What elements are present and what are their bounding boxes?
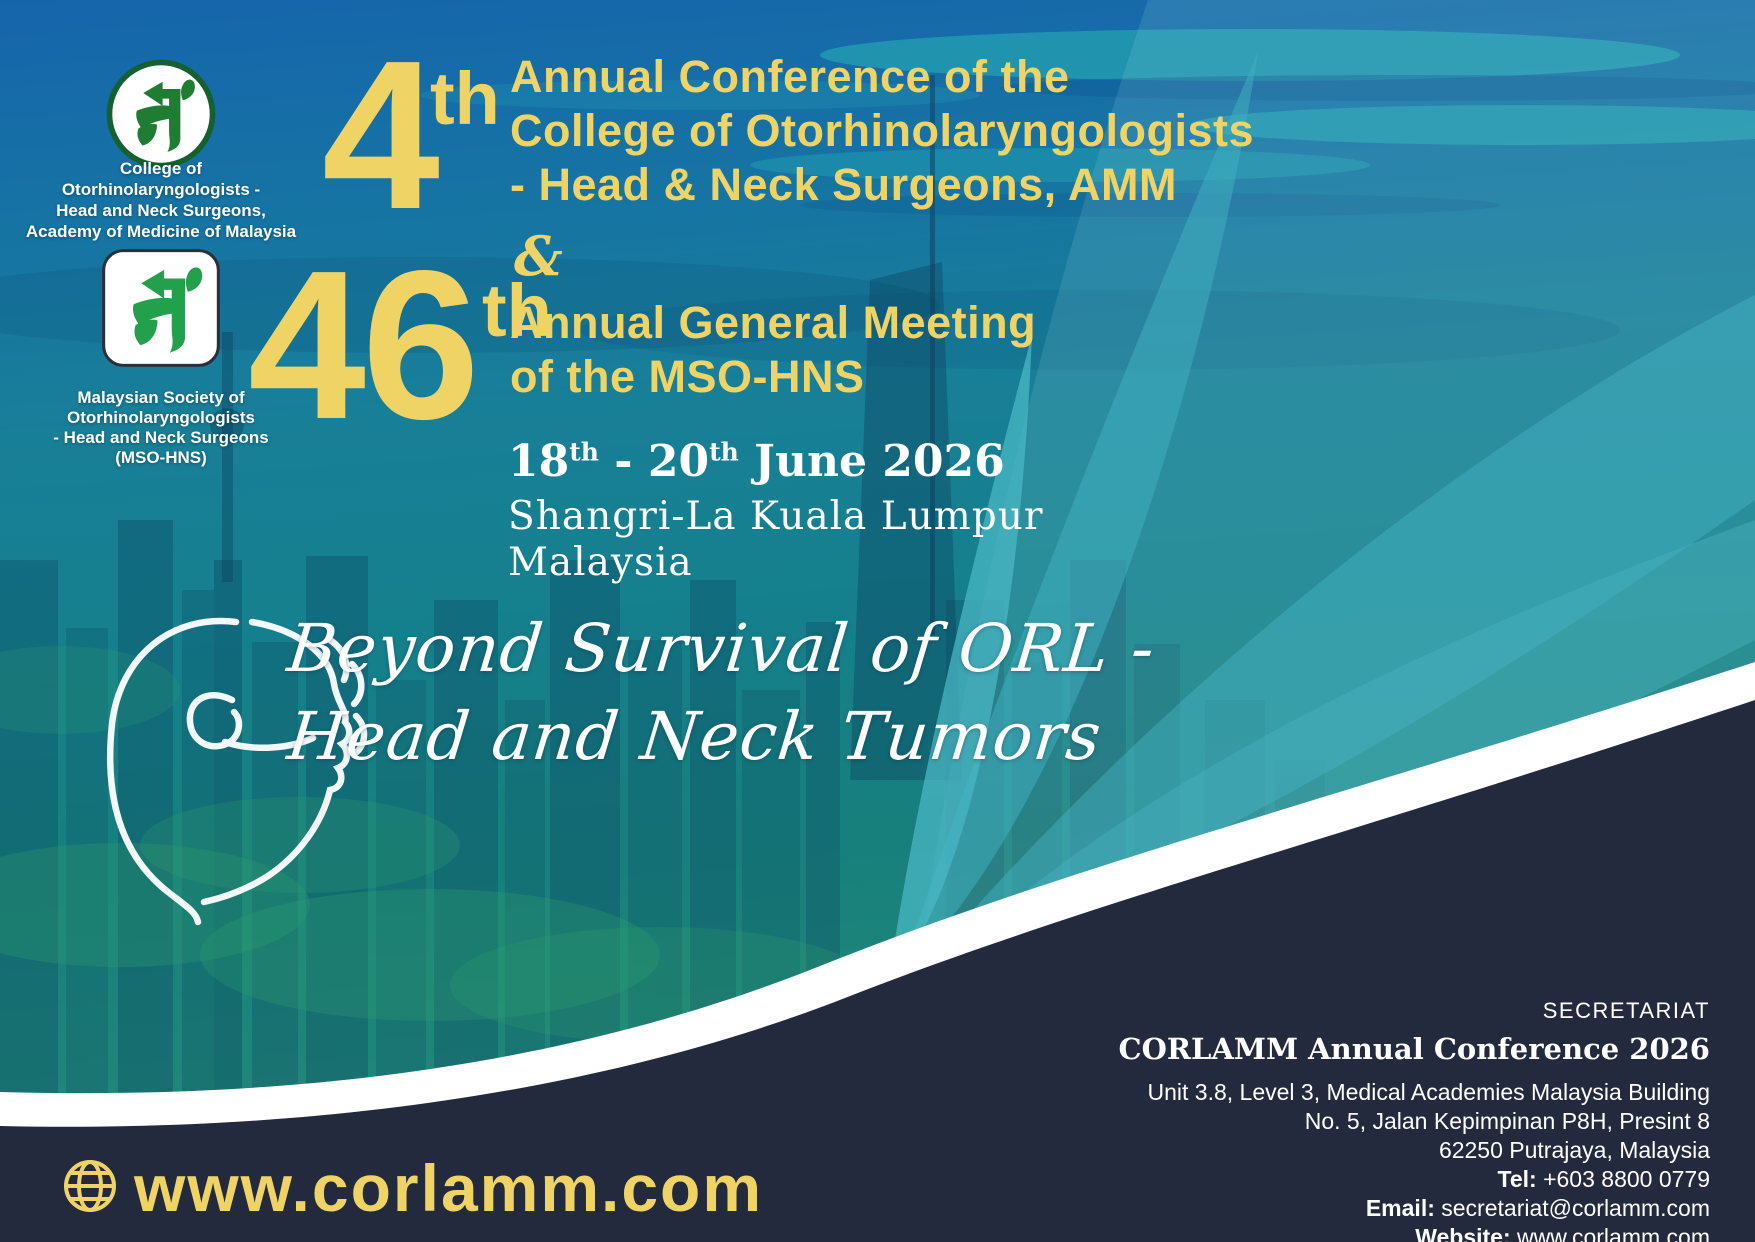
event-date: 18th - 20th June 2026: [508, 436, 1005, 487]
footer-website: www.corlamm.com: [134, 1151, 764, 1225]
secretariat-block: SECRETARIAT CORLAMM Annual Conference 20…: [950, 998, 1710, 1242]
globe-icon: [64, 1160, 116, 1212]
venue-line1: Shangri-La Kuala Lumpur: [508, 494, 1044, 539]
society-caption-line: Otorhinolaryngologists: [67, 408, 255, 427]
conference-number: 4: [322, 16, 440, 253]
society-caption-line: Malaysian Society of: [77, 388, 245, 407]
college-logo-caption: College of Otorhinolaryngologists - Head…: [25, 158, 297, 242]
agm-number: 46: [248, 226, 480, 463]
orl-head-logo-icon: [102, 249, 220, 367]
head-profile-sketch-icon: [106, 617, 368, 926]
theme-line2: Head and Neck Tumors: [283, 698, 1106, 775]
society-caption-line: (MSO-HNS): [115, 448, 207, 467]
college-caption-line: Academy of Medicine of Malaysia: [25, 222, 297, 241]
agm-ordinal: th: [482, 269, 552, 352]
secretariat-label: SECRETARIAT: [1542, 998, 1710, 1023]
agm-title-line: of the MSO-HNS: [510, 351, 865, 402]
conference-title-line: College of Otorhinolaryngologists: [510, 105, 1255, 156]
conference-ordinal: th: [430, 57, 500, 140]
college-caption-line: Head and Neck Surgeons,: [56, 201, 266, 220]
agm-title-line: Annual General Meeting: [510, 297, 1037, 348]
conference-title: Annual Conference of the College of Otor…: [510, 50, 1254, 212]
society-logo: [100, 247, 222, 369]
secretariat-address-line: No. 5, Jalan Kepimpinan P8H, Presint 8: [1304, 1108, 1710, 1134]
secretariat-address-line: Unit 3.8, Level 3, Medical Academies Mal…: [1147, 1079, 1710, 1105]
date-ordinal: th: [569, 437, 599, 467]
secretariat-tel: Tel: +603 8800 0779: [1497, 1166, 1711, 1192]
secretariat-website: Website: www.corlamm.com: [1415, 1224, 1710, 1242]
agm-title: Annual General Meeting of the MSO-HNS: [510, 296, 1036, 404]
conference-title-line: - Head & Neck Surgeons, AMM: [510, 159, 1177, 210]
theme-line1: Beyond Survival of ORL -: [283, 610, 1159, 687]
secretariat-email: Email: secretariat@corlamm.com: [1365, 1195, 1710, 1221]
secretariat-address-line: 62250 Putrajaya, Malaysia: [1438, 1137, 1710, 1163]
venue-line2: Malaysia: [508, 540, 693, 585]
society-caption-line: - Head and Neck Surgeons: [53, 428, 269, 447]
date-ordinal: th: [709, 437, 739, 467]
ampersand: &: [514, 224, 563, 288]
secretariat-org: CORLAMM Annual Conference 2026: [1118, 1032, 1710, 1066]
college-logo: [105, 58, 217, 170]
college-caption-line: College of Otorhinolaryngologists -: [61, 159, 261, 199]
society-logo-caption: Malaysian Society of Otorhinolaryngologi…: [25, 388, 297, 468]
conference-title-line: Annual Conference of the: [510, 51, 1070, 102]
orl-head-logo-icon: [106, 59, 216, 169]
